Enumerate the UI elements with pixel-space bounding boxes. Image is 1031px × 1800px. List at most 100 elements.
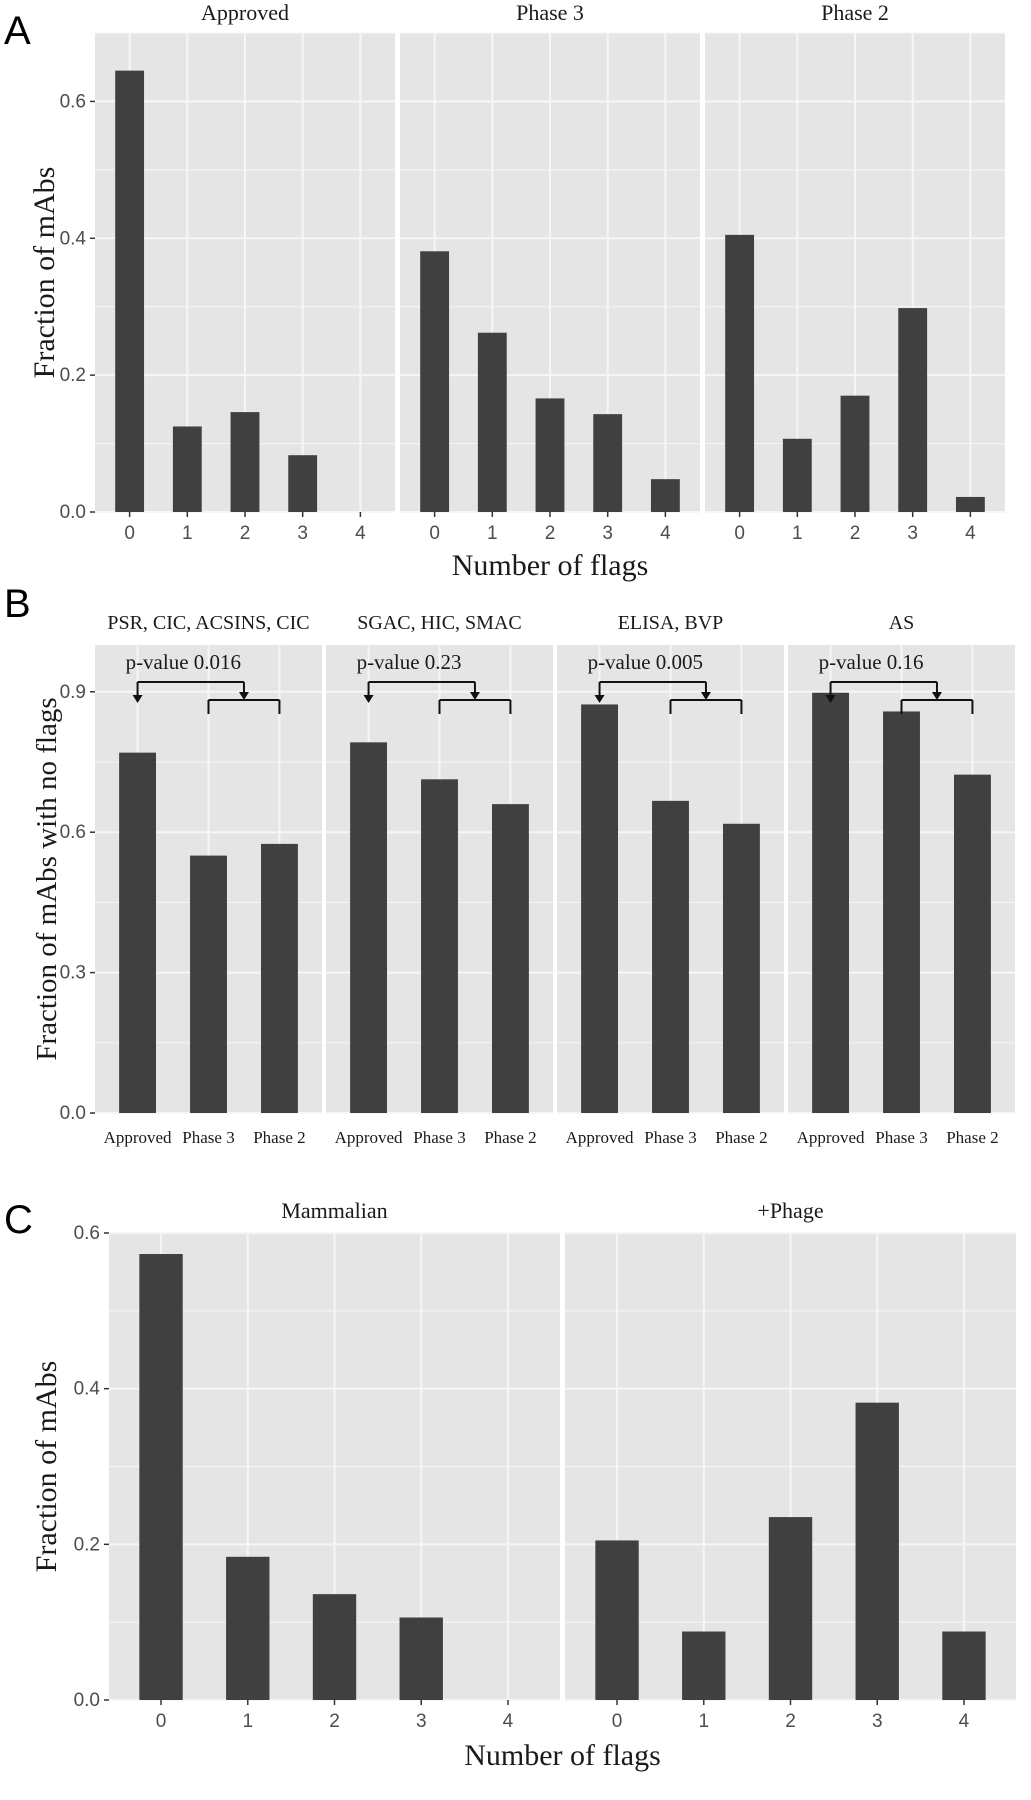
x-tick-label: 0 (429, 523, 440, 544)
x-tick-label: 1 (182, 523, 193, 544)
y-tick-label: 0.0 (60, 1103, 86, 1124)
y-tick-label: 0.4 (74, 1379, 101, 1400)
x-tick-label: 3 (872, 1711, 883, 1732)
bar-0 (725, 234, 755, 512)
y-tick-label: 0.6 (60, 822, 86, 843)
y-tick-label: 0.4 (60, 228, 87, 249)
x-tick-label: 0 (612, 1711, 623, 1732)
facet-3 (705, 32, 1005, 513)
x-tick-label: Phase 3 (875, 1128, 927, 1147)
facet-title: ELISA, BVP (618, 612, 724, 634)
facet-2 (400, 32, 700, 513)
bar-phase-3 (652, 800, 689, 1113)
bar-2 (768, 1517, 813, 1700)
y-axis-title: Fraction of mAbs (30, 1361, 63, 1573)
facet-title: PSR, CIC, ACSINS, CIC (107, 612, 309, 634)
facet-title: Phase 2 (821, 0, 889, 25)
y-tick-label: 0.9 (60, 682, 86, 703)
x-tick-label: 4 (660, 523, 671, 544)
facet-title: Approved (201, 0, 289, 25)
x-tick-label: Approved (335, 1128, 403, 1147)
y-tick-label: 0.3 (60, 963, 86, 984)
x-tick-label: 2 (850, 523, 861, 544)
facet-1 (95, 645, 322, 1114)
y-axis-title: Fraction of mAbs (28, 167, 61, 379)
bracket-arrowhead (825, 695, 836, 703)
chart-a: Approved 0 1 2 3 4 Phase 3 0 1 2 3 4 Phase 2 0 1 2 3 4 0.0… (28, 0, 1005, 582)
x-tick-label: Phase 2 (253, 1128, 305, 1147)
bar-approved (350, 742, 388, 1113)
bar-4 (942, 1631, 986, 1700)
bar-phase-3 (883, 711, 920, 1113)
y-tick-label: 0.2 (60, 365, 86, 386)
facet-3 (557, 645, 784, 1114)
x-tick-label: 0 (124, 523, 135, 544)
bar-1 (682, 1631, 726, 1700)
bar-phase-3 (421, 779, 458, 1113)
bar-0 (595, 1540, 639, 1700)
bracket-arrowhead (238, 692, 249, 700)
bar-approved (812, 692, 850, 1113)
x-tick-label: Approved (566, 1128, 634, 1147)
y-tick-label: 0.6 (74, 1223, 100, 1244)
p-value-label: p-value 0.005 (588, 650, 703, 674)
x-tick-label: 2 (545, 523, 556, 544)
facet-2 (326, 645, 553, 1114)
bracket-arrowhead (363, 695, 374, 703)
y-tick-label: 0.0 (74, 1690, 100, 1711)
x-tick-label: Phase 2 (484, 1128, 536, 1147)
bar-approved (581, 704, 619, 1113)
bar-2 (535, 398, 565, 512)
y-axis-title: Fraction of mAbs with no flags (31, 697, 63, 1060)
bar-phase-2 (722, 823, 760, 1113)
x-tick-label: 3 (602, 523, 613, 544)
bar-4 (955, 496, 985, 512)
bar-3 (593, 414, 623, 512)
bar-2 (230, 412, 260, 512)
x-tick-label: 4 (965, 523, 976, 544)
bar-1 (226, 1556, 270, 1700)
x-tick-label: 2 (329, 1711, 340, 1732)
facet-1 (109, 1232, 560, 1701)
bracket-arrowhead (594, 695, 605, 703)
x-tick-label: 0 (734, 523, 745, 544)
x-tick-label: Phase 2 (946, 1128, 998, 1147)
facet-title: SGAC, HIC, SMAC (357, 612, 521, 634)
x-tick-label: 1 (487, 523, 498, 544)
x-tick-label: 3 (297, 523, 308, 544)
chart-b: PSR, CIC, ACSINS, CIC Approved Phase 3 Phas… (31, 612, 1015, 1147)
bar-2 (840, 395, 870, 512)
x-tick-label: Phase 3 (413, 1128, 465, 1147)
facet-title: Phase 3 (516, 0, 584, 25)
bar-2 (312, 1594, 357, 1700)
x-tick-label: 4 (503, 1711, 514, 1732)
y-tick-label: 0.6 (60, 91, 86, 112)
x-tick-label: 1 (792, 523, 803, 544)
bracket-arrowhead (931, 692, 942, 700)
bar-1 (172, 426, 202, 512)
facet-title: +Phage (757, 1198, 823, 1223)
bar-1 (477, 332, 507, 512)
facet-title: Mammalian (281, 1198, 387, 1223)
x-tick-label: 3 (907, 523, 918, 544)
x-tick-label: 4 (355, 523, 366, 544)
bar-0 (139, 1254, 183, 1700)
p-value-label: p-value 0.23 (357, 650, 462, 674)
panel-label-c: C (4, 1198, 33, 1242)
x-tick-label: 2 (240, 523, 251, 544)
x-tick-label: Phase 3 (644, 1128, 696, 1147)
x-tick-label: 1 (698, 1711, 709, 1732)
x-tick-label: Approved (104, 1128, 172, 1147)
panel-label-b: B (4, 582, 31, 626)
x-tick-label: Phase 3 (182, 1128, 234, 1147)
bar-3 (855, 1402, 899, 1700)
bar-phase-2 (491, 804, 529, 1113)
bar-0 (420, 251, 450, 512)
facet-4 (788, 645, 1015, 1114)
bar-3 (898, 308, 928, 512)
bar-phase-3 (190, 855, 227, 1113)
bar-phase-2 (953, 774, 991, 1113)
bracket-arrowhead (700, 692, 711, 700)
x-tick-label: 0 (156, 1711, 167, 1732)
x-axis-title: Number of flags (464, 1739, 661, 1772)
